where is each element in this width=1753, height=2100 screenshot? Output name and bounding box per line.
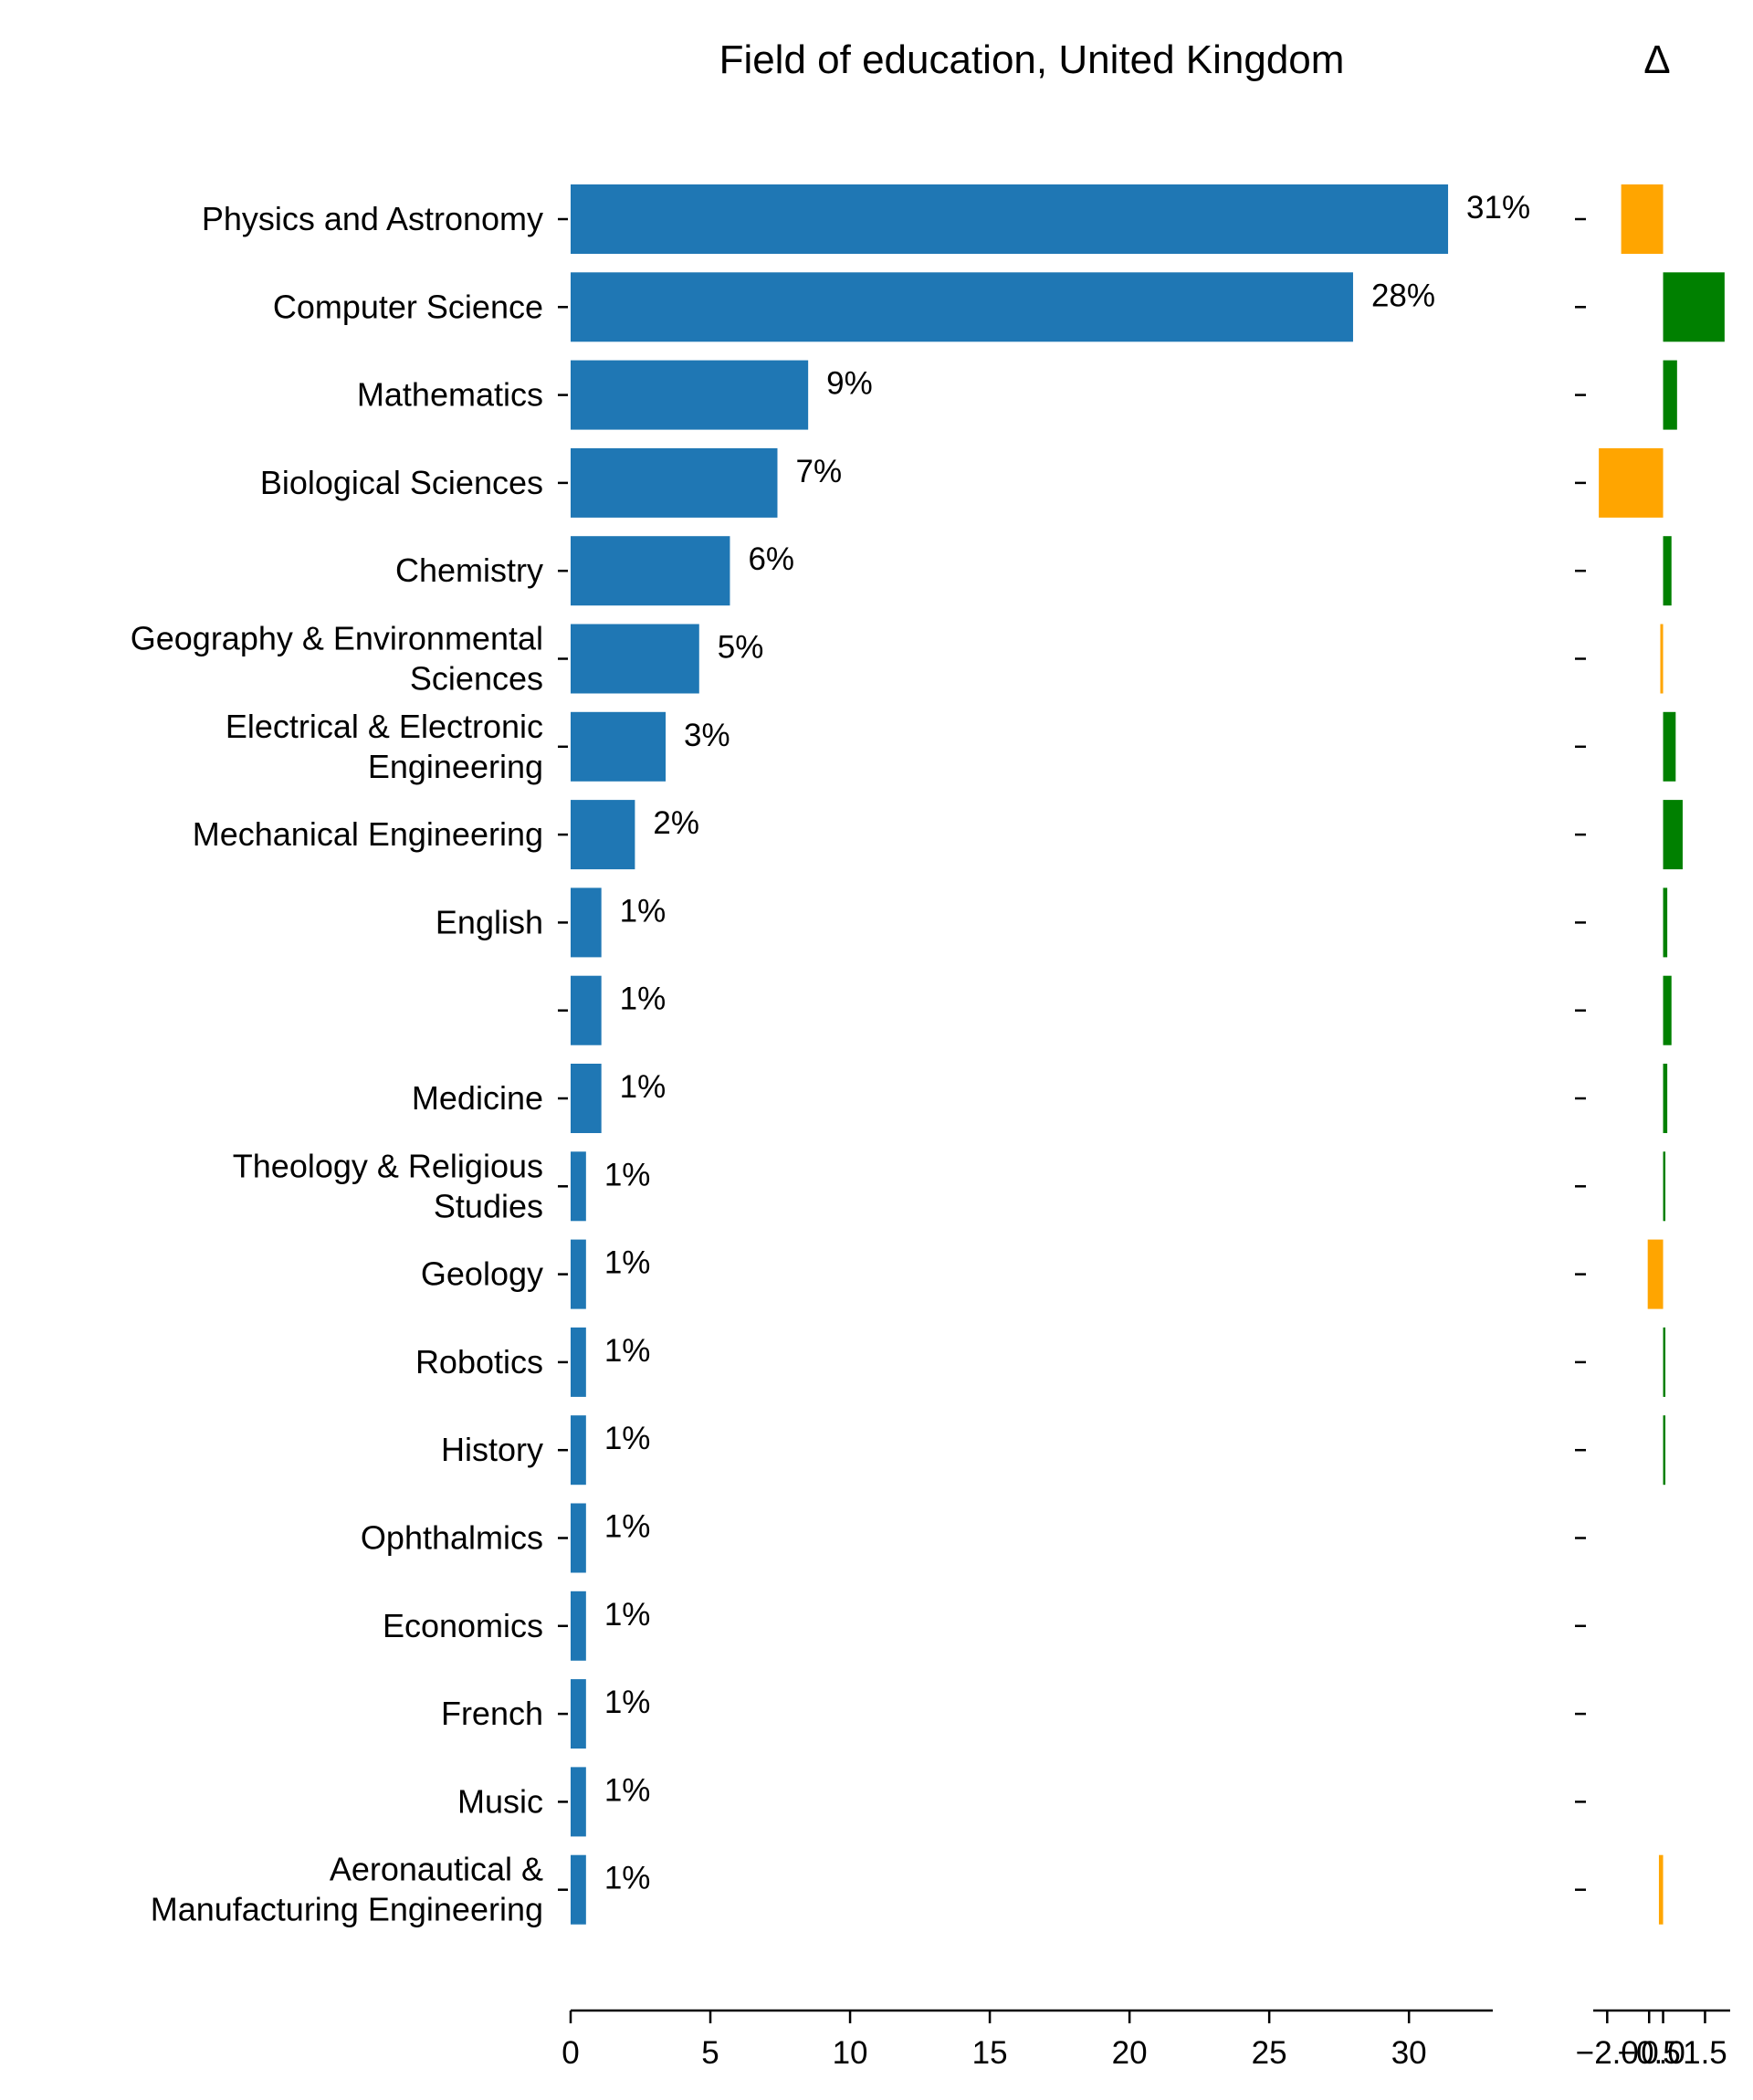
delta-bar — [1663, 272, 1725, 342]
category-label: Mathematics — [357, 376, 543, 414]
category-label: Aeronautical & Manufacturing Engineering — [151, 1851, 543, 1928]
category-label: Robotics — [415, 1343, 543, 1381]
bar — [571, 1327, 586, 1397]
category-label: History — [441, 1431, 543, 1468]
value-label: 1% — [604, 1333, 651, 1369]
delta-bar — [1663, 975, 1672, 1045]
value-label: 1% — [604, 1421, 651, 1456]
delta-panel: −2.0−0.50.01.5 — [1575, 184, 1730, 2071]
value-label: 28% — [1371, 278, 1435, 313]
category-label: Music — [457, 1782, 543, 1820]
bar — [571, 1679, 586, 1749]
value-label: 31% — [1466, 190, 1530, 226]
delta-bar — [1621, 184, 1664, 254]
value-label: 1% — [620, 1069, 667, 1105]
category-label: Ophthalmics — [361, 1519, 543, 1557]
chart-title: Field of education, United Kingdom — [719, 37, 1345, 82]
delta-x-tick-label: −2.0 — [1576, 2035, 1639, 2071]
category-label: English — [436, 903, 543, 940]
bar — [571, 624, 699, 694]
value-label: 1% — [604, 1597, 651, 1633]
delta-bar — [1663, 1151, 1666, 1222]
delta-bar — [1663, 711, 1676, 782]
category-label: Physics and Astronomy — [202, 200, 543, 237]
value-label: 1% — [604, 1509, 651, 1545]
value-label: 3% — [684, 718, 730, 753]
bar — [571, 447, 778, 518]
value-label: 2% — [653, 805, 699, 841]
delta-bar — [1663, 360, 1677, 430]
value-label: 9% — [826, 366, 873, 402]
bar — [571, 711, 667, 782]
delta-bar — [1599, 447, 1664, 518]
delta-bar — [1663, 1327, 1666, 1397]
category-label: Medicine — [412, 1079, 543, 1117]
delta-panel-title: Δ — [1643, 37, 1670, 82]
category-label: Theology & Religious Studies — [233, 1147, 543, 1224]
category-label: Geology — [421, 1255, 543, 1293]
delta-bar — [1660, 624, 1664, 694]
value-label: 1% — [604, 1772, 651, 1808]
bar — [571, 1415, 586, 1486]
category-label: Economics — [383, 1607, 543, 1644]
value-label: 1% — [604, 1685, 651, 1720]
bar — [571, 1503, 586, 1573]
delta-bar — [1663, 1415, 1666, 1486]
delta-bar — [1658, 1854, 1664, 1925]
x-tick-label: 30 — [1391, 2035, 1427, 2071]
bar — [571, 360, 809, 430]
category-label: Computer Science — [273, 288, 543, 325]
value-label: 1% — [620, 893, 667, 929]
value-label: 1% — [604, 1245, 651, 1281]
bar — [571, 536, 730, 606]
main-panel: Physics and Astronomy 31% Computer Science… — [131, 184, 1530, 2071]
bar — [571, 1151, 586, 1222]
value-label: 1% — [604, 1157, 651, 1192]
bar — [571, 1239, 586, 1309]
category-label: Mechanical Engineering — [193, 815, 543, 853]
bar — [571, 800, 635, 870]
bar — [571, 1767, 586, 1837]
category-label: French — [441, 1695, 543, 1732]
delta-bar — [1663, 800, 1683, 870]
bar — [571, 1854, 586, 1925]
x-tick-label: 15 — [972, 2035, 1008, 2071]
value-label: 1% — [604, 1861, 651, 1896]
category-label: Electrical & Electronic Engineering — [226, 708, 543, 785]
bar — [571, 272, 1353, 342]
x-tick-label: 25 — [1252, 2035, 1287, 2071]
delta-x-tick-label: 0.0 — [1641, 2035, 1685, 2071]
x-tick-label: 5 — [701, 2035, 719, 2071]
delta-bar — [1663, 1064, 1668, 1133]
bar — [571, 887, 602, 958]
bar — [571, 184, 1449, 254]
delta-bar — [1663, 536, 1672, 606]
delta-bar — [1647, 1239, 1664, 1309]
value-label: 6% — [748, 541, 794, 577]
value-label: 7% — [795, 454, 842, 489]
bar — [571, 1064, 602, 1133]
x-tick-label: 20 — [1112, 2035, 1148, 2071]
x-tick-label: 10 — [833, 2035, 868, 2071]
x-tick-label: 0 — [562, 2035, 579, 2071]
delta-bar — [1663, 887, 1668, 958]
delta-x-tick-label: 1.5 — [1683, 2035, 1727, 2071]
category-label: Chemistry — [395, 551, 543, 589]
delta-x-tick-label: −0.5 — [1618, 2035, 1681, 2071]
bar — [571, 975, 602, 1045]
bar — [571, 1591, 586, 1661]
value-label: 5% — [718, 630, 764, 666]
category-label: Geography & Environmental Sciences — [131, 620, 543, 698]
category-label: Biological Sciences — [260, 464, 543, 501]
value-label: 1% — [620, 982, 667, 1017]
